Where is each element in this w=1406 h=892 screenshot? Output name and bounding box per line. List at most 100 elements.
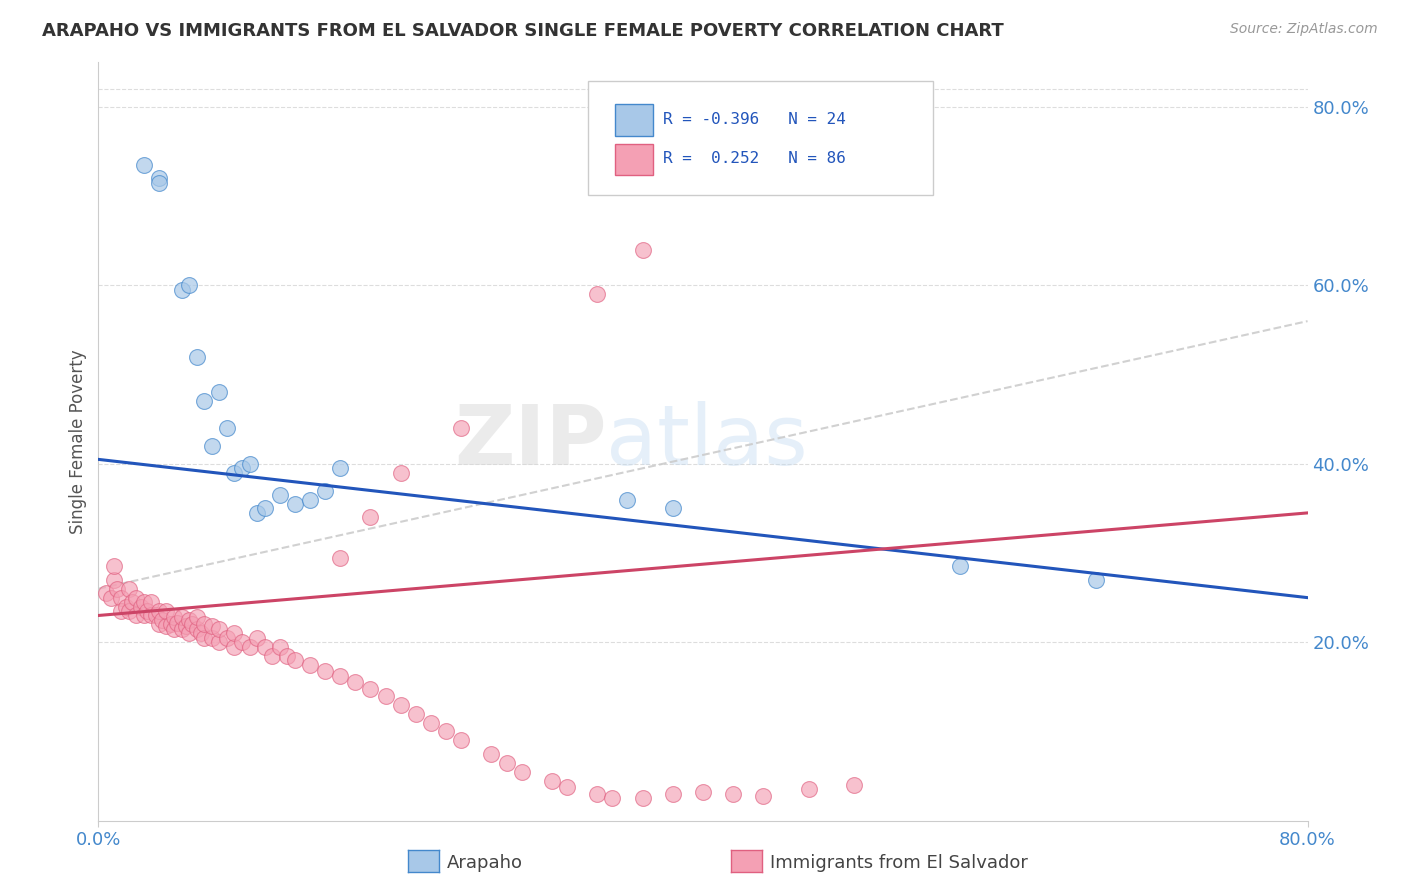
Point [360, 681, 382, 696]
Point [208, 622, 231, 636]
Point [405, 706, 427, 721]
Point [201, 619, 224, 633]
Point [586, 287, 609, 301]
Point [208, 385, 231, 400]
Point [148, 617, 170, 632]
Point [125, 591, 148, 605]
Point [329, 669, 352, 683]
Point [148, 176, 170, 190]
Point [193, 394, 215, 409]
Point [450, 733, 472, 747]
FancyBboxPatch shape [614, 144, 654, 176]
Point [170, 610, 193, 624]
Point [752, 789, 775, 803]
Point [125, 608, 148, 623]
Text: atlas: atlas [606, 401, 808, 482]
Point [110, 591, 132, 605]
Point [246, 631, 269, 645]
Point [949, 559, 972, 574]
Point [160, 617, 183, 632]
Point [231, 461, 253, 475]
Point [186, 610, 208, 624]
Point [239, 640, 262, 654]
Point [145, 608, 167, 623]
Point [269, 488, 291, 502]
Point [389, 466, 412, 480]
Point [132, 158, 155, 172]
Point [231, 635, 253, 649]
Point [215, 631, 238, 645]
Point [193, 631, 215, 645]
Point [148, 604, 170, 618]
Point [201, 631, 224, 645]
Point [224, 640, 246, 654]
Point [314, 483, 336, 498]
Point [253, 640, 276, 654]
Point [224, 466, 246, 480]
Point [129, 599, 152, 614]
Point [163, 622, 186, 636]
Point [389, 698, 412, 712]
Point [135, 604, 157, 618]
Point [246, 506, 269, 520]
Point [100, 591, 122, 605]
Text: Immigrants from El Salvador: Immigrants from El Salvador [770, 854, 1028, 871]
FancyBboxPatch shape [588, 81, 932, 195]
Point [253, 501, 276, 516]
Point [510, 764, 533, 779]
Point [186, 622, 208, 636]
Point [201, 439, 224, 453]
Point [616, 492, 638, 507]
Text: Source: ZipAtlas.com: Source: ZipAtlas.com [1230, 22, 1378, 37]
Point [269, 640, 291, 654]
Point [631, 791, 654, 805]
Point [420, 715, 443, 730]
Point [148, 171, 170, 186]
Point [179, 626, 201, 640]
Point [284, 497, 307, 511]
Point [495, 756, 517, 770]
Point [94, 586, 117, 600]
Point [555, 780, 578, 794]
Point [166, 615, 188, 630]
Point [1085, 573, 1108, 587]
Y-axis label: Single Female Poverty: Single Female Poverty [69, 350, 87, 533]
Point [208, 635, 231, 649]
Text: ARAPAHO VS IMMIGRANTS FROM EL SALVADOR SINGLE FEMALE POVERTY CORRELATION CHART: ARAPAHO VS IMMIGRANTS FROM EL SALVADOR S… [42, 22, 1004, 40]
Point [586, 787, 609, 801]
Point [150, 613, 173, 627]
Point [174, 619, 197, 633]
Point [110, 604, 132, 618]
Point [661, 501, 683, 516]
Point [329, 550, 352, 565]
Point [344, 675, 367, 690]
Text: R =  0.252   N = 86: R = 0.252 N = 86 [664, 152, 846, 166]
Point [181, 617, 204, 632]
Point [276, 648, 298, 663]
Point [360, 510, 382, 524]
Point [314, 664, 336, 678]
Point [299, 492, 322, 507]
Point [631, 243, 654, 257]
FancyBboxPatch shape [614, 104, 654, 136]
Point [540, 773, 562, 788]
Point [329, 461, 352, 475]
Point [155, 604, 177, 618]
Point [105, 582, 128, 596]
Point [692, 785, 714, 799]
Point [121, 595, 143, 609]
Point [155, 619, 177, 633]
Point [262, 648, 284, 663]
Point [193, 617, 215, 632]
Point [374, 689, 396, 703]
Point [170, 622, 193, 636]
Point [844, 778, 866, 792]
Point [481, 747, 503, 761]
Point [284, 653, 307, 667]
Point [118, 604, 141, 618]
Point [163, 610, 186, 624]
Point [179, 278, 201, 293]
Point [215, 421, 238, 435]
Point [239, 457, 262, 471]
Point [723, 787, 745, 801]
